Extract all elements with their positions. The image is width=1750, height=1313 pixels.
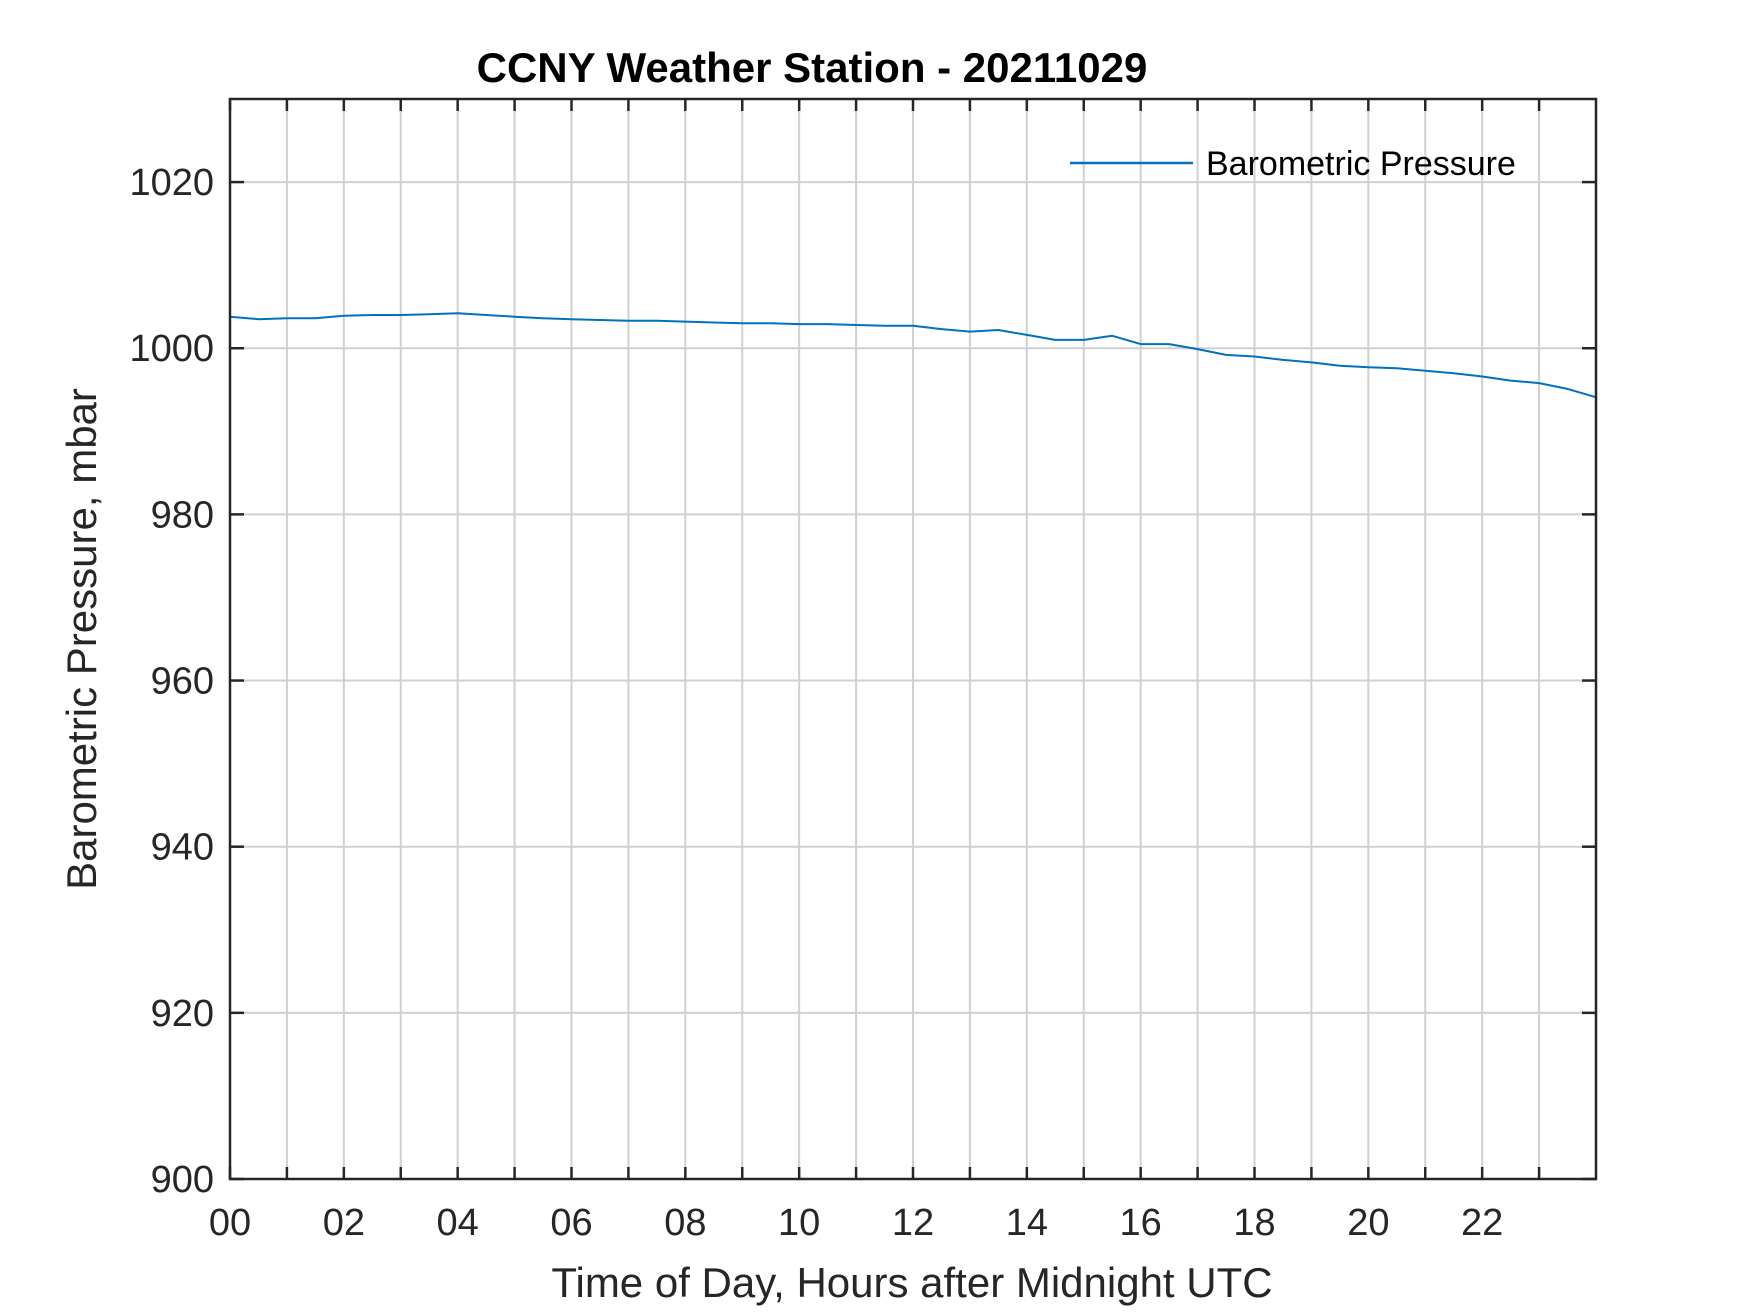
data-point xyxy=(1481,375,1483,378)
tick-layer: 00 02 04 06 08 10 12 14 16 18 20 22 900 920 940 960 980 1… xyxy=(129,99,1596,1244)
data-point xyxy=(656,320,658,322)
legend: Barometric Pressure xyxy=(1070,145,1516,183)
x-tick-label: 18 xyxy=(1233,1202,1275,1244)
y-tick-label: 1000 xyxy=(129,328,214,370)
legend-label: Barometric Pressure xyxy=(1206,145,1516,183)
y-tick-label: 940 xyxy=(151,827,214,869)
data-point xyxy=(769,322,772,325)
data-point xyxy=(1111,335,1113,337)
data-point xyxy=(1538,382,1540,384)
data-point xyxy=(741,322,744,325)
data-point xyxy=(1253,355,1256,358)
data-point xyxy=(1566,388,1569,390)
data-point xyxy=(969,330,971,333)
data-point xyxy=(826,323,829,325)
data-point xyxy=(570,318,573,321)
x-axis-label: Time of Day, Hours after Midnight UTC xyxy=(551,1259,1272,1306)
data-point xyxy=(1509,379,1512,382)
x-tick-label: 22 xyxy=(1461,1202,1503,1244)
data-point xyxy=(599,319,601,321)
data-point xyxy=(1168,343,1170,345)
data-point xyxy=(627,320,630,322)
data-point xyxy=(684,320,687,323)
data-point xyxy=(713,321,715,324)
data-point xyxy=(257,318,260,321)
data-point xyxy=(286,317,288,320)
data-point xyxy=(997,329,1000,331)
data-point xyxy=(1139,343,1142,345)
data-point xyxy=(855,324,857,326)
y-tick-label: 960 xyxy=(151,661,214,703)
x-tick-label: 10 xyxy=(778,1202,820,1244)
y-axis-label: Barometric Pressure, mbar xyxy=(58,388,105,890)
y-tick-label: 1020 xyxy=(129,162,214,204)
data-point xyxy=(1083,339,1085,341)
data-point xyxy=(1452,372,1455,375)
data-point xyxy=(1367,366,1370,369)
x-tick-label: 00 xyxy=(209,1202,251,1244)
x-tick-label: 06 xyxy=(550,1202,592,1244)
data-point xyxy=(542,317,544,320)
x-tick-label: 14 xyxy=(1006,1202,1048,1244)
data-point xyxy=(1339,364,1341,367)
data-point xyxy=(456,312,459,315)
data-point xyxy=(1026,334,1028,336)
series-layer xyxy=(229,312,1597,399)
x-tick-label: 08 xyxy=(664,1202,706,1244)
data-point xyxy=(371,314,374,316)
data-point xyxy=(1225,354,1227,356)
x-tick-label: 02 xyxy=(323,1202,365,1244)
chart-title: CCNY Weather Station - 20211029 xyxy=(477,44,1148,91)
x-tick-label: 04 xyxy=(437,1202,479,1244)
data-point xyxy=(1310,361,1313,364)
y-tick-label: 900 xyxy=(151,1159,214,1201)
data-point xyxy=(1396,367,1398,370)
data-point xyxy=(314,317,317,320)
y-tick-label: 980 xyxy=(151,494,214,536)
x-tick-label: 16 xyxy=(1120,1202,1162,1244)
data-point xyxy=(485,314,487,316)
data-point xyxy=(798,323,800,325)
data-point xyxy=(912,325,914,327)
data-point xyxy=(1196,348,1199,350)
x-tick-label: 12 xyxy=(892,1202,934,1244)
data-point xyxy=(940,328,943,330)
data-point xyxy=(883,325,886,327)
x-tick-label: 20 xyxy=(1347,1202,1389,1244)
data-point xyxy=(1282,359,1284,361)
data-point xyxy=(1424,369,1427,372)
data-point xyxy=(428,313,431,316)
data-point xyxy=(343,315,345,317)
data-point xyxy=(1054,339,1057,341)
data-point xyxy=(513,315,516,318)
y-tick-label: 920 xyxy=(151,993,214,1035)
data-point xyxy=(400,314,402,316)
